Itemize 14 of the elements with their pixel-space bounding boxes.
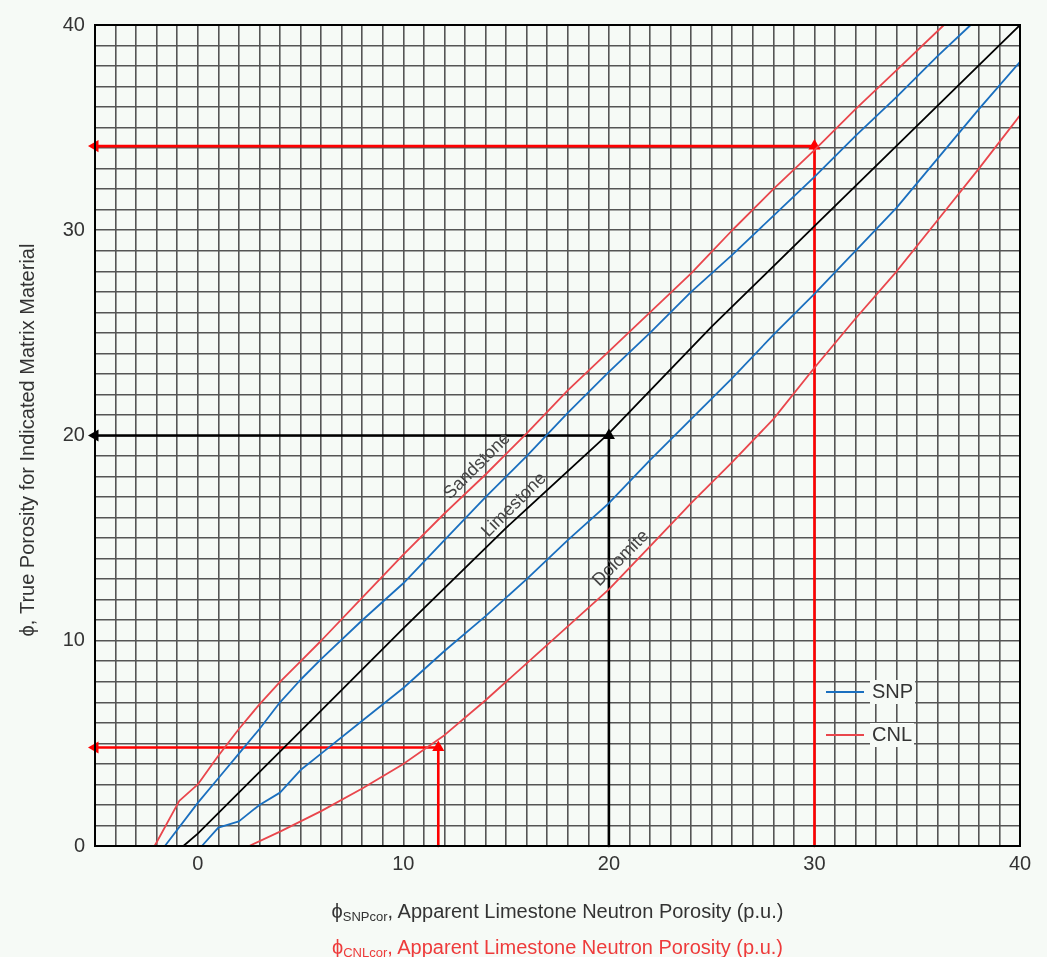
y-tick-label: 0 [73,833,85,856]
y-axis-title: ϕ, True Porosity for Indicated Matrix Material [15,243,39,637]
x-tick-label: 30 [803,851,826,874]
legend-label: CNL [872,722,913,745]
y-tick-label: 30 [62,217,85,240]
y-tick-label: 10 [62,628,85,651]
legend-label: SNP [872,679,914,702]
y-tick-label: 20 [62,423,85,446]
x-tick-label: 10 [392,851,415,874]
x-tick-label: 40 [1008,851,1032,874]
x-axis-title: ϕ$_{SNPcor}$, Apparent Limestone Neutron Porosity (p.u.) [330,899,785,926]
y-tick-label: 40 [62,12,85,35]
x-tick-label: 20 [597,851,621,874]
x-tick-label: 0 [192,851,204,874]
